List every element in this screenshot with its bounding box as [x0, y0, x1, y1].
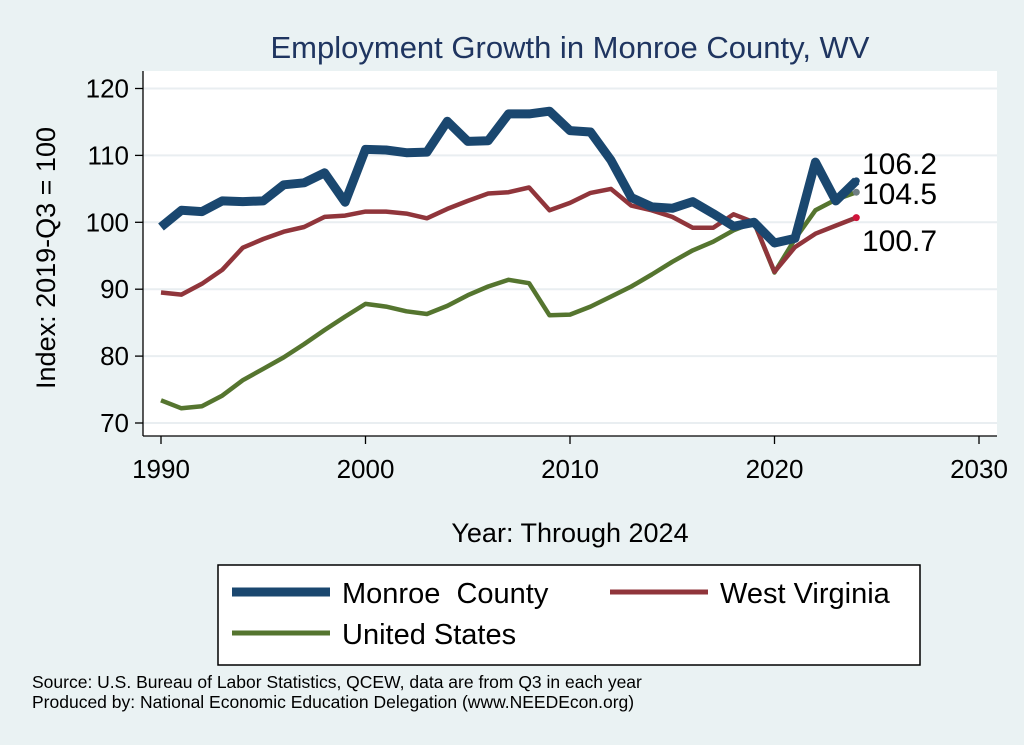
- y-axis-label: Index: 2019-Q3 = 100: [31, 127, 61, 389]
- y-tick-label: 110: [88, 140, 129, 170]
- y-tick-label: 120: [86, 74, 129, 104]
- series-line-west-virginia: [160, 185, 858, 297]
- y-tick-label: 90: [100, 274, 129, 304]
- legend-label-monroe: Monroe County: [342, 578, 549, 610]
- y-tick-label: 100: [86, 207, 129, 237]
- legend-label-west-virginia: West Virginia: [720, 578, 891, 610]
- end-marker-united-states: [852, 188, 860, 196]
- end-marker-west-virginia: [852, 214, 860, 222]
- axes: 70 80 90 100 110 120 1990 2000 2010 2020 2030: [86, 71, 1008, 484]
- x-tick-label: 2020: [746, 454, 804, 484]
- legend: Monroe County West Virginia United State…: [217, 564, 921, 666]
- end-label-west-virginia: 100.7: [862, 225, 937, 258]
- end-marker-monroe: [852, 177, 860, 185]
- legend-label-united-states: United States: [342, 619, 516, 651]
- x-tick-label: 2030: [950, 454, 1008, 484]
- source-line: Source: U.S. Bureau of Labor Statistics,…: [32, 672, 642, 692]
- series-group: [158, 106, 860, 411]
- producer-line: Produced by: National Economic Education…: [32, 692, 634, 712]
- x-axis-label: Year: Through 2024: [451, 518, 688, 548]
- y-tick-label: 80: [100, 341, 129, 371]
- x-tick-label: 2000: [337, 454, 395, 484]
- series-line-monroe-county: [158, 106, 860, 248]
- legend-box: [217, 564, 921, 666]
- end-label-monroe: 106.2: [862, 148, 937, 181]
- x-tick-label: 2010: [541, 454, 599, 484]
- end-label-united-states: 104.5: [862, 178, 937, 211]
- chart-title: Employment Growth in Monroe County, WV: [271, 30, 870, 65]
- x-tick-label: 1990: [132, 454, 190, 484]
- y-tick-label: 70: [100, 408, 129, 438]
